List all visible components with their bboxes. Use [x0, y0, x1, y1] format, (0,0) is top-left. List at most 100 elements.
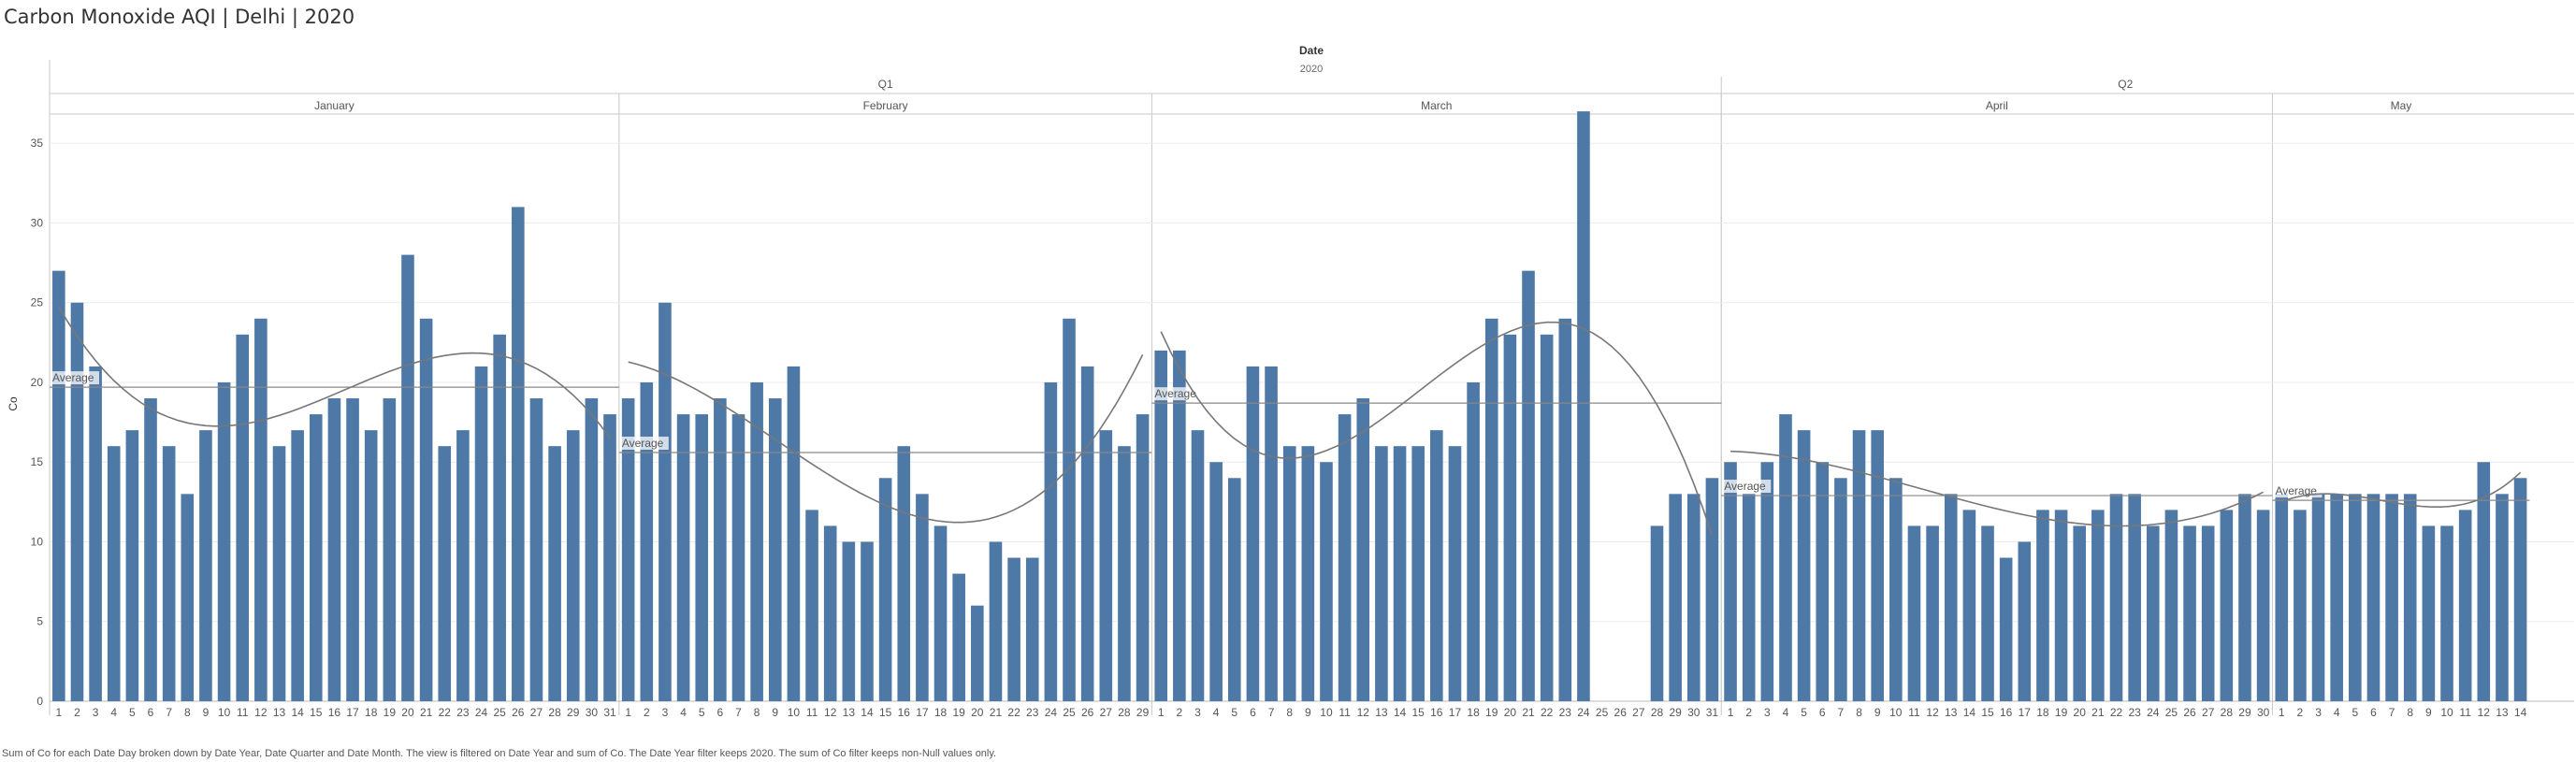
x-tick-label: 4 [1213, 706, 1220, 719]
x-tick-label: 7 [1838, 706, 1845, 719]
x-tick-label: 11 [2459, 706, 2471, 719]
average-label: Average [2275, 484, 2317, 497]
x-tick-label: 29 [1669, 706, 1682, 719]
bar [750, 381, 763, 701]
x-tick-label: 14 [1963, 706, 1976, 719]
x-tick-label: 22 [439, 706, 452, 719]
bar [1871, 430, 1884, 701]
x-tick-label: 5 [699, 706, 705, 719]
x-tick-label: 16 [2000, 706, 2013, 719]
month-label-january: January [314, 99, 355, 112]
x-tick-label: 21 [420, 706, 433, 719]
bar [566, 430, 580, 701]
x-tick-label: 16 [328, 706, 341, 719]
bar [456, 430, 470, 701]
average-label-bg [619, 437, 669, 450]
x-tick-label: 14 [2514, 706, 2527, 719]
bar [2073, 525, 2087, 701]
bar [952, 573, 965, 701]
x-tick-label: 28 [548, 706, 561, 719]
bar [1705, 478, 1719, 701]
x-tick-label: 10 [788, 706, 801, 719]
bar [383, 398, 397, 701]
x-tick-label: 5 [129, 706, 136, 719]
bar [787, 366, 801, 701]
bar [1227, 478, 1241, 701]
x-tick-label: 1 [2279, 706, 2285, 719]
bar [1467, 381, 1480, 701]
bar [2403, 494, 2417, 701]
x-tick-label: 3 [93, 706, 99, 719]
bar [1209, 462, 1223, 701]
x-tick-label: 7 [166, 706, 172, 719]
x-tick-label: 14 [861, 706, 874, 719]
bar [438, 446, 452, 701]
x-tick-label: 2 [74, 706, 80, 719]
x-tick-label: 15 [1412, 706, 1425, 719]
bar [2366, 494, 2381, 701]
bar [2183, 525, 2196, 701]
x-tick-label: 24 [2147, 706, 2160, 719]
bar [548, 446, 561, 701]
bar [474, 366, 488, 701]
x-tick-label: 23 [1026, 706, 1039, 719]
average-label: Average [622, 437, 664, 450]
x-tick-label: 28 [1651, 706, 1664, 719]
quarter-label-q2: Q2 [2118, 78, 2133, 91]
y-tick-label: 20 [31, 376, 44, 389]
bar [52, 270, 65, 701]
bar [181, 494, 195, 701]
bar [1669, 494, 1682, 701]
x-tick-label: 31 [603, 706, 616, 719]
x-tick-label: 12 [824, 706, 837, 719]
x-tick-label: 25 [2165, 706, 2178, 719]
bar [1577, 111, 1590, 702]
x-tick-label: 12 [2478, 706, 2491, 719]
bar [1063, 318, 1076, 701]
month-label-march: March [1421, 99, 1452, 112]
bar [1118, 446, 1131, 701]
bar [2128, 494, 2141, 701]
x-tick-label: 27 [2202, 706, 2215, 719]
bar [1686, 494, 1700, 701]
x-tick-label: 20 [401, 706, 414, 719]
x-tick-label: 17 [1449, 706, 1462, 719]
bar [971, 605, 984, 701]
x-tick-label: 10 [1320, 706, 1333, 719]
x-tick-label: 26 [2183, 706, 2196, 719]
x-tick-label: 26 [512, 706, 525, 719]
x-tick-label: 1 [1158, 706, 1165, 719]
x-tick-label: 9 [1305, 706, 1311, 719]
bar [309, 414, 323, 701]
bar [1246, 366, 1260, 701]
month-label-february: February [863, 99, 908, 112]
bar [1080, 366, 1094, 701]
x-tick-label: 8 [2407, 706, 2413, 719]
x-tick-label: 8 [1286, 706, 1293, 719]
x-tick-label: 26 [1614, 706, 1628, 719]
bar [1981, 525, 1994, 701]
x-tick-label: 20 [971, 706, 984, 719]
x-tick-label: 6 [1250, 706, 1256, 719]
x-tick-label: 15 [1981, 706, 1994, 719]
x-tick-label: 4 [110, 706, 117, 719]
x-tick-label: 22 [1541, 706, 1554, 719]
x-tick-label: 13 [1945, 706, 1958, 719]
chart-title: Carbon Monoxide AQI | Delhi | 2020 [4, 6, 355, 28]
x-tick-label: 6 [1819, 706, 1826, 719]
x-tick-label: 13 [2496, 706, 2509, 719]
y-tick-label: 15 [31, 455, 44, 468]
x-tick-label: 27 [1100, 706, 1113, 719]
bar [2238, 494, 2251, 701]
bar [199, 430, 212, 701]
bar [933, 525, 948, 701]
bar [916, 494, 929, 701]
x-tick-label: 18 [365, 706, 378, 719]
chart-footnote: Sum of Co for each Date Day broken down … [2, 748, 997, 759]
bar [217, 381, 231, 701]
y-tick-label: 35 [31, 137, 44, 150]
x-tick-label: 4 [680, 706, 687, 719]
x-tick-label: 25 [494, 706, 507, 719]
bar [2294, 510, 2307, 701]
x-tick-label: 16 [1430, 706, 1443, 719]
